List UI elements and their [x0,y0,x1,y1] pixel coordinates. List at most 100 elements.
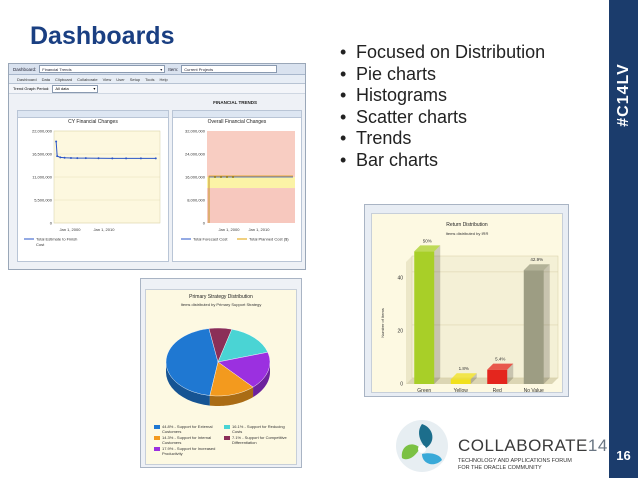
legend-label: Productivity [162,451,183,456]
band-yellow [207,177,295,189]
legend-label: 16.1% - Support for Reducing [232,424,285,429]
chart-subtitle: Items distributed by IRR [445,231,489,236]
legend-label: 17.9% - Support for Increased [162,446,215,451]
data-label: 50% [423,238,432,243]
bullet-item: Trends [340,128,545,150]
menu-item-clipboard[interactable]: Clipboard [55,76,73,82]
data-point [84,157,87,160]
data-point [76,157,79,160]
chevron-down-icon: ▾ [93,86,96,91]
menu-item-help[interactable]: Help [159,76,168,82]
y-tick-label: 16,500,000 [32,152,53,157]
axis-wall [406,256,412,384]
menu-item-data[interactable]: Data [41,76,51,82]
pie-chart-panel: Primary Strategy Distribution Items dist… [145,289,297,465]
y-tick-label: 32,000,000 [185,129,206,134]
legend-swatch [154,436,160,440]
bar-chart-panel: Return Distribution Items distributed by… [371,213,563,393]
data-point [59,156,62,159]
bar-top [450,373,477,380]
cy-financial-chart: 22,000,000 16,500,000 11,000,000 5,500,000 0… [24,129,161,247]
bullet-item: Histograms [340,85,545,107]
pie-slice [209,361,254,397]
return-bar-screenshot: Return Distribution Items distributed by… [364,204,569,397]
data-point [55,140,58,143]
y-tick-label: 8,000,000 [187,198,206,203]
chevron-down-icon: ▾ [160,66,163,72]
logo-tagline: FOR THE ORACLE COMMUNITY [458,465,542,471]
band-red [207,188,295,223]
x-tick-label: No Value [524,388,544,392]
menu-item-user[interactable]: User [116,76,125,82]
bullet-item: Pie charts [340,64,545,86]
pie-slice [165,328,219,396]
bar-chart: 40 20 0 Number of Items 50% Green 1.8% Yellow 5.… [380,238,559,392]
legend-label: Customers [162,440,181,445]
chart-subtitle: Items distributed by Primary Support Str… [180,302,262,307]
data-point [220,176,222,178]
menu-item-setup[interactable]: Setup [129,76,141,82]
chart-title: Primary Strategy Distribution [189,294,253,300]
menu-item-collaborate[interactable]: Collaborate [77,76,98,82]
band-red [207,131,295,177]
data-point [97,157,100,160]
panel-header [173,111,301,118]
data-point [226,176,228,178]
strategy-pie-screenshot: Primary Strategy Distribution Items dist… [140,278,302,468]
legend-swatch [154,425,160,429]
menu-item-view[interactable]: View [102,76,112,82]
bullet-item: Focused on Distribution [340,42,545,64]
legend-label: Cost [36,242,45,247]
y-tick-label: 22,000,000 [32,129,53,134]
legend-swatch [224,436,230,440]
axis-floor [406,378,558,384]
menu-item-dashboard[interactable]: Dashboard [17,76,37,82]
trend-period-select[interactable]: All data ▾ [52,84,99,93]
page-number: 16 [616,448,631,463]
legend-label: Customers [162,429,181,434]
bar-top [487,363,514,370]
pie-slice [217,352,271,388]
data-point [214,176,216,178]
collaborate-wordmark: COLLABORATE14 [458,436,608,455]
x-tick-label: Yellow [454,388,469,392]
series-line [208,175,293,223]
bar-side [434,245,441,384]
panel-header [18,111,168,118]
legend-label: Total Planned Cost ($) [249,237,289,242]
data-point [139,157,142,160]
y-tick-label: 16,000,000 [185,175,206,180]
menu-item-tools[interactable]: Tools [145,76,155,82]
bar-side [507,363,514,384]
pie-slice-side [166,362,210,406]
cy-financial-panel: CY Financial Changes 22,000,000 16,500,00… [17,110,169,262]
legend-label: 7.1% - Support for Competitive [232,435,287,440]
x-tick-label: Green [417,388,431,392]
bar [487,369,508,384]
legend-label: 14.3% - Support for Internal [162,435,211,440]
overall-financial-chart: 32,000,000 24,000,000 16,000,000 8,000,000 0… [181,129,295,242]
bar [523,270,544,384]
x-tick-label: Jan 1, 2000 [219,227,241,232]
app-menu: Dashboard Data Clipboard Collaborate Vie… [9,75,305,84]
chart-title: Return Distribution [446,222,488,228]
chart-title: Overall Financial Changes [207,119,267,125]
legend-swatch [224,425,230,429]
dashboard-label: Dashboard: [13,66,37,72]
collaborate-logo [392,418,452,479]
legend-swatch [154,447,160,451]
x-tick-label: Jan 1, 2000 [60,227,82,232]
data-point [154,157,157,160]
bullet-item: Scatter charts [340,107,545,129]
dashboard-select[interactable]: Financial Trends ▾ [39,65,166,73]
pie-slice-side [209,387,254,406]
y-tick-label: 11,000,000 [32,175,52,180]
pie-slice-side [253,361,270,398]
y-tick-label: 0 [400,382,403,388]
chart-title: CY Financial Changes [68,119,118,125]
item-label: Item: [168,66,179,72]
bar-top [523,264,550,271]
data-point [125,157,128,160]
y-tick-label: 24,000,000 [185,152,206,157]
item-select[interactable]: Current Projects [181,65,278,73]
